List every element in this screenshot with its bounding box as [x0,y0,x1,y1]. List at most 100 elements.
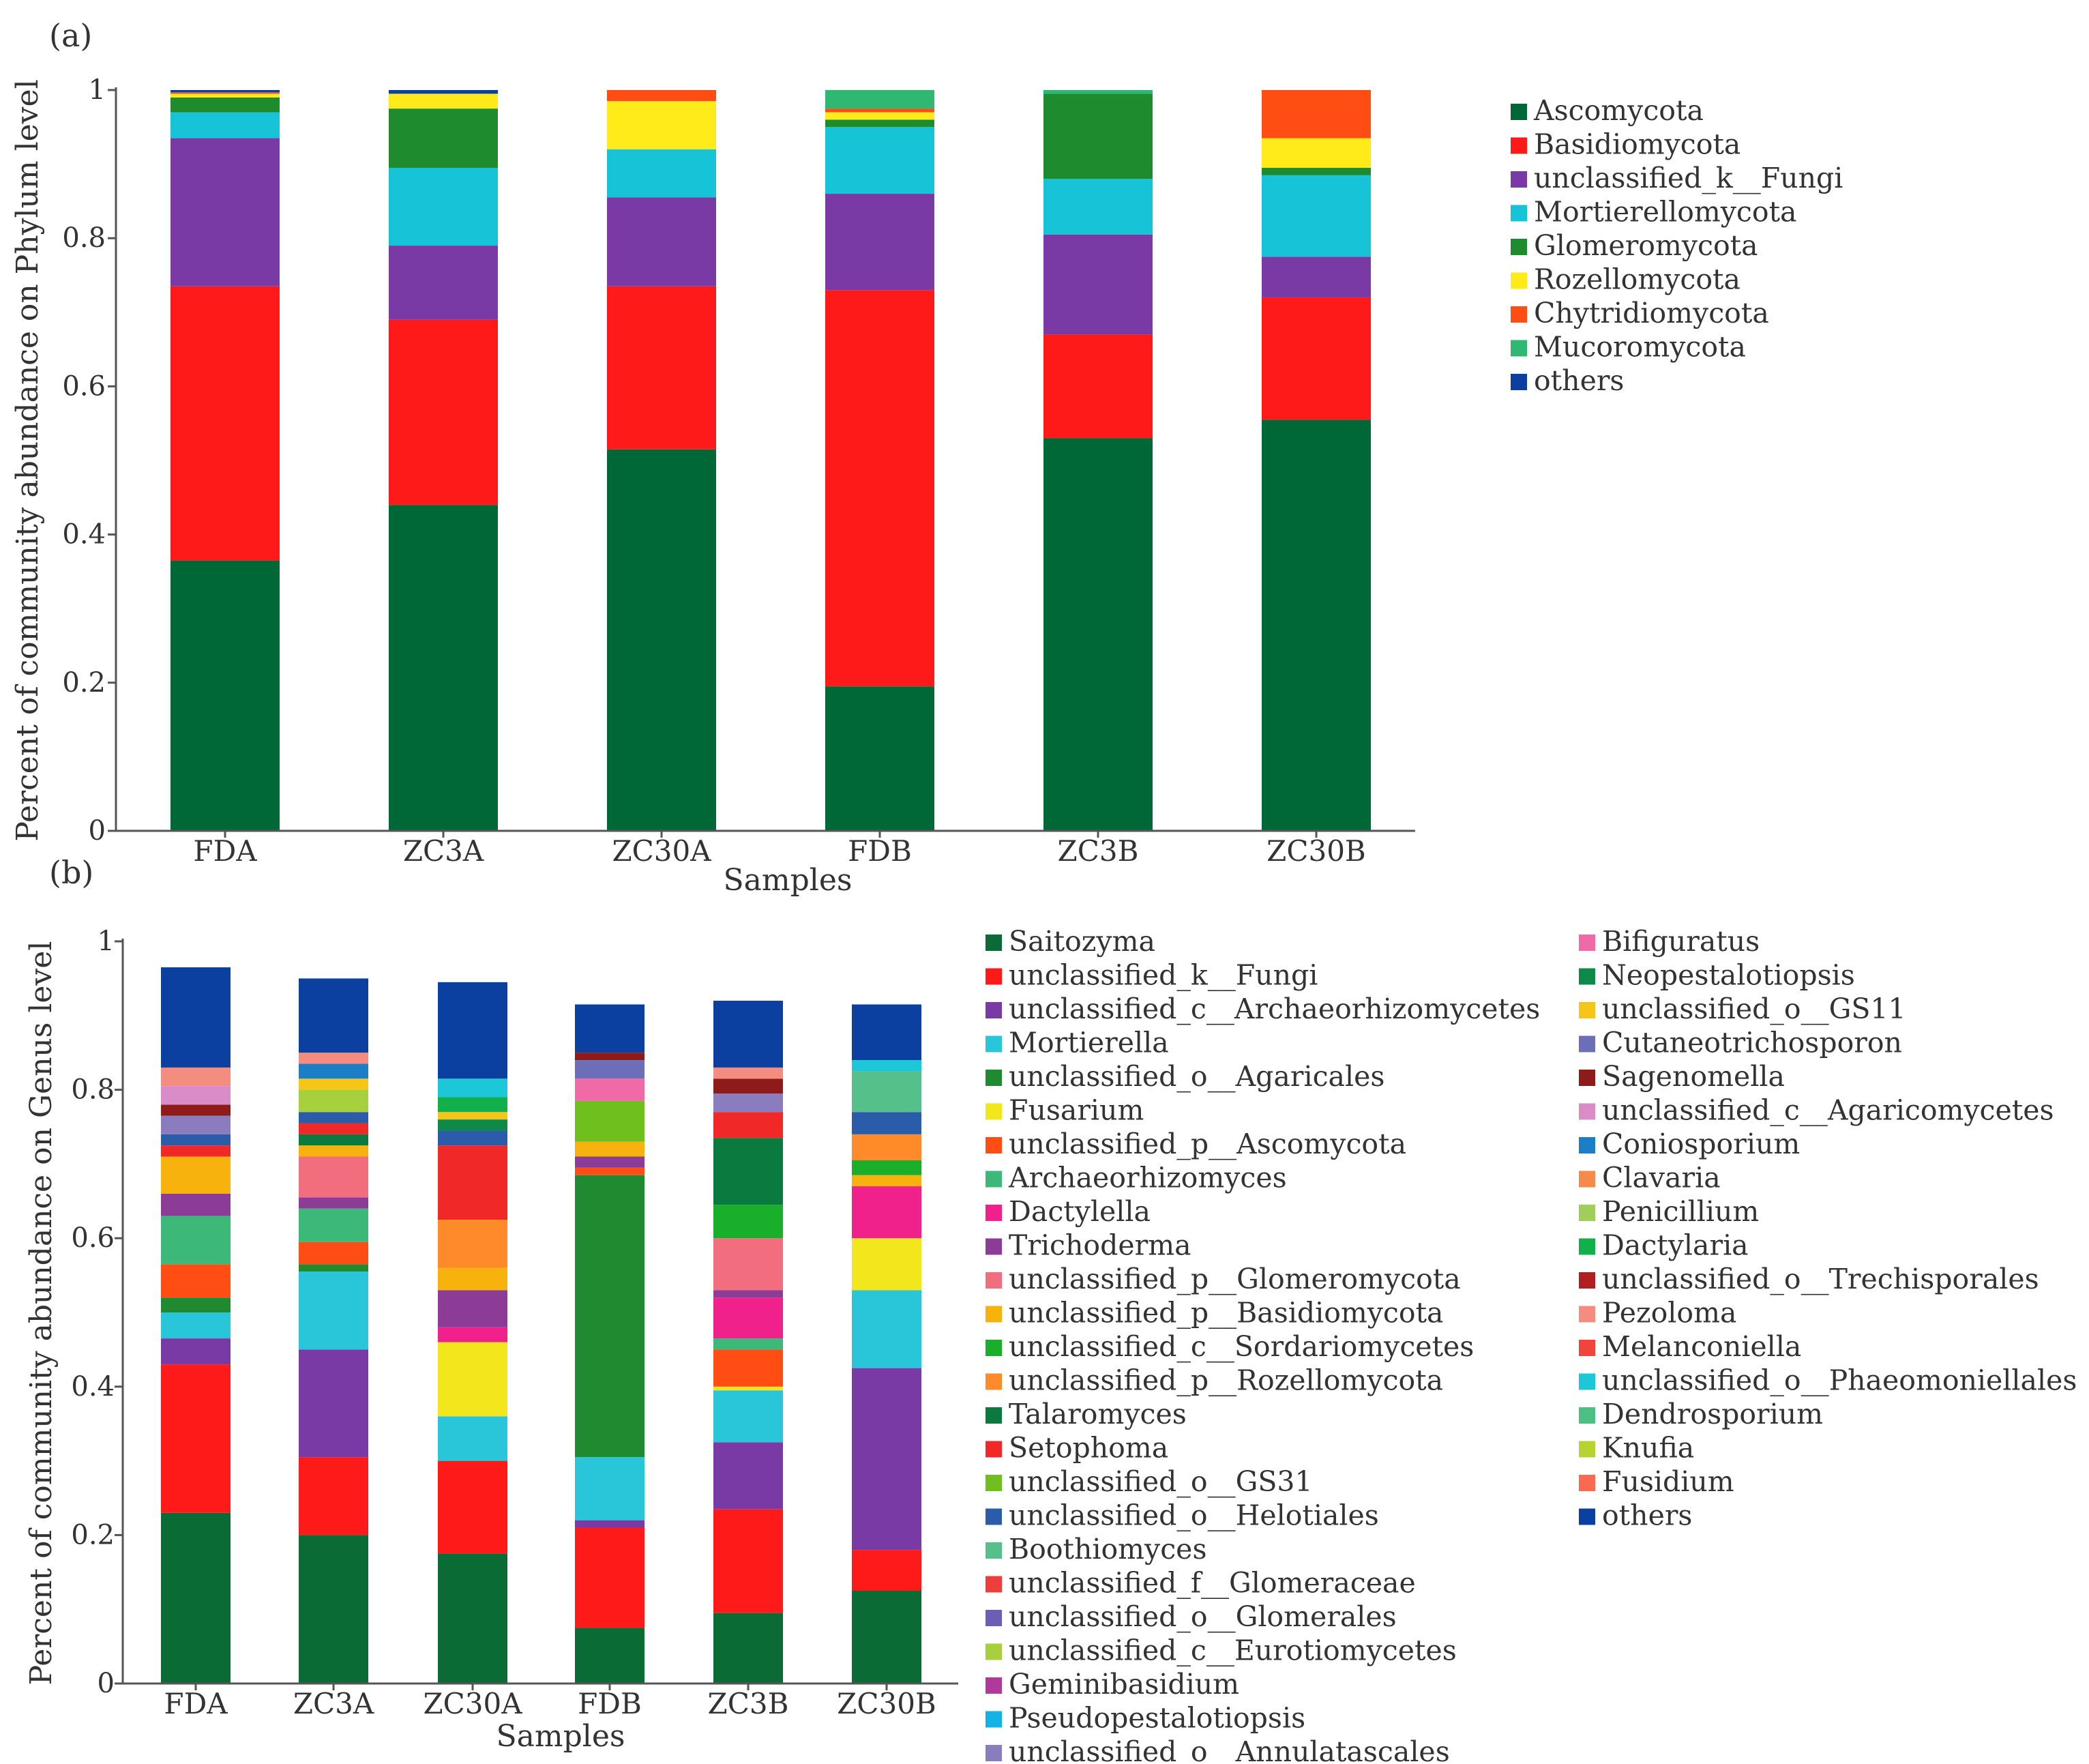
legend-label: Dendrosporium [1602,1398,1823,1430]
legend-item-mucoromycota: Mucoromycota [1511,331,1746,364]
legend-swatch [1511,340,1527,357]
legend-item-unclassified-o-agaricales: unclassified_o__Agaricales [986,1060,1384,1093]
legend-swatch [986,1711,1002,1728]
legend-swatch [1579,1508,1595,1525]
legend-swatch [1579,1272,1595,1289]
bar-segment-zc3a-coniosporium [299,1063,368,1079]
legend-label: Rozellomycota [1534,263,1740,296]
legend-item-unclassified-o-helotiales: unclassified_o__Helotiales [986,1499,1379,1532]
y-tick-label: 0.8 [71,1074,115,1106]
x-axis-title: Samples [724,863,853,898]
legend-swatch [1579,1475,1595,1491]
legend-swatch [986,1103,1002,1120]
bar-segment-fdb-chytridiomycota [825,108,934,113]
legend-label: Fusarium [1009,1094,1144,1127]
legend-label: unclassified_c__Sordariomycetes [1009,1330,1474,1363]
legend-label: unclassified_o__Glomerales [1009,1600,1397,1633]
bar-segment-zc30a-others [438,982,507,1079]
legend-label: unclassified_o__Trechisporales [1602,1263,2039,1295]
legend-label: Chytridiomycota [1534,297,1769,329]
bar-segment-zc30a-chytridiomycota [607,90,716,102]
legend-item-unclassified-c-agaricomycetes: unclassified_c__Agaricomycetes [1579,1094,2054,1127]
x-tick-label-zc3a: ZC3A [403,834,484,868]
legend-swatch [1511,104,1527,120]
legend-item-unclassified-o-gs31: unclassified_o__GS31 [986,1465,1313,1498]
bar-segment-zc3a-unclassified-c-archaeorhizomycetes [299,1349,368,1458]
panel-a: (a) 0 0.2 0.4 0.6 0.8 1 FDA ZC3A ZC30A FDB ZC3B ZC30… [10,17,1843,898]
legend-label: Fusidium [1602,1465,1734,1498]
bar-segment-fdb-mortierella [575,1457,645,1520]
bar-segment-zc30a-mortierella [438,1416,507,1461]
legend-item-others: others [1511,364,1624,397]
legend-item-penicillium: Penicillium [1579,1195,1759,1228]
bar-segment-zc30b-boothiomyces [852,1071,921,1113]
bar-segment-zc3b-unclassified-k-fungi [1043,234,1153,335]
bar-segment-zc3b-dactylella [713,1297,783,1339]
legend-item-knufia: Knufia [1579,1432,1694,1465]
legend-item-dactylella: Dactylella [986,1195,1151,1228]
legend-swatch [986,1137,1002,1153]
bar-segment-zc3a-archaeorhizomyces [299,1208,368,1242]
bar-segment-fdb-mucoromycota [825,90,934,109]
bar-segment-zc3b-mortierella [713,1390,783,1443]
x-tick-label-fda: FDA [164,1687,228,1720]
legend-item-unclassified-p-glomeromycota: unclassified_p__Glomeromycota [986,1263,1461,1295]
bar-segment-zc3a-unclassified-p-ascomycota [299,1241,368,1265]
legend-swatch [986,1238,1002,1255]
x-tick-label-fdb: FDB [848,834,912,868]
y-tick-label: 0.2 [71,1519,115,1550]
legend-label: Dactylella [1009,1195,1151,1228]
legend-label: Cutaneotrichosporon [1602,1027,1902,1059]
legend-item-setophoma: Setophoma [986,1432,1168,1465]
legend-swatch [1579,1441,1595,1458]
legend-item-trichoderma: Trichoderma [986,1229,1191,1262]
bar-segment-zc3a-rozellomycota [389,93,498,109]
bar-segment-fda-unclassified-k-fungi [161,1364,231,1513]
legend-label: unclassified_o__Phaeomoniellales [1602,1364,2077,1397]
bar-segment-zc30b-unclassified-c-sordariomycetes [852,1160,921,1175]
bar-segment-zc3a-unclassified-o-gs11 [299,1078,368,1090]
legend-swatch [986,1475,1002,1491]
legend-label: Bifiguratus [1602,925,1760,958]
x-tick-label-zc30a: ZC30A [423,1687,522,1720]
legend-swatch [1579,935,1595,951]
bar-segment-zc30b-fusarium [852,1238,921,1291]
legend-label: unclassified_o__Agaricales [1009,1060,1384,1093]
bar-segment-zc30b-unclassified-c-archaeorhizomycetes [852,1368,921,1550]
bar-segment-zc30b-glomeromycota [1262,168,1371,175]
bar-segment-zc3a-saitozyma [299,1535,368,1684]
legend-swatch [986,1643,1002,1660]
bar-segment-zc30a-mortierellomycota [607,149,716,198]
y-axis-title: Percent of community abundance on Genus … [24,941,59,1686]
legend-item-unclassified-c-archaeorhizomycetes: unclassified_c__Archaeorhizomycetes [986,993,1540,1025]
legend-item-boothiomyces: Boothiomyces [986,1533,1206,1565]
legend-item-fusidium: Fusidium [1579,1465,1734,1498]
bar-segment-zc30b-others [852,1004,921,1061]
bar-segment-zc30a-unclassified-k-fungi [438,1460,507,1554]
legend-item-ascomycota: Ascomycota [1511,94,1704,127]
legend-label: unclassified_c__Agaricomycetes [1602,1094,2054,1127]
bar-segment-fda-mortierella [161,1312,231,1339]
legend-label: unclassified_p__Rozellomycota [1009,1364,1443,1397]
legend-item-fusarium: Fusarium [986,1094,1144,1127]
bar-segment-zc3b-unclassified-c-sordariomycetes [713,1205,783,1239]
legend-swatch [986,1407,1002,1424]
legend-swatch [986,1340,1002,1356]
x-axis-title: Samples [497,1719,625,1754]
legend-item-bifiguratus: Bifiguratus [1579,925,1760,958]
legend-item-unclassified-o-trechisporales: unclassified_o__Trechisporales [1579,1263,2039,1295]
legend-label: unclassified_c__Eurotiomycetes [1009,1634,1457,1667]
legend-item-neopestalotiopsis: Neopestalotiopsis [1579,959,1855,992]
bar-segment-zc3b-trichoderma [713,1290,783,1298]
legend-swatch [986,1508,1002,1525]
bar-segment-zc3a-trichoderma [299,1197,368,1209]
bar-segment-zc3a-unclassified-p-basidiomycota [299,1145,368,1157]
y-tick-label: 0.2 [62,667,106,699]
bar-segment-zc3a-others [389,90,498,94]
bar-segment-zc3a-unclassified-c-eurotiomycetes [299,1089,368,1113]
legend-item-unclassified-p-basidiomycota: unclassified_p__Basidiomycota [986,1297,1444,1329]
bar-segment-zc3b-sagenomella [713,1078,783,1094]
bar-segment-zc30a-setophoma [438,1145,507,1220]
bar-segment-zc30b-ascomycota [1262,420,1371,831]
legend-swatch [1511,137,1527,154]
